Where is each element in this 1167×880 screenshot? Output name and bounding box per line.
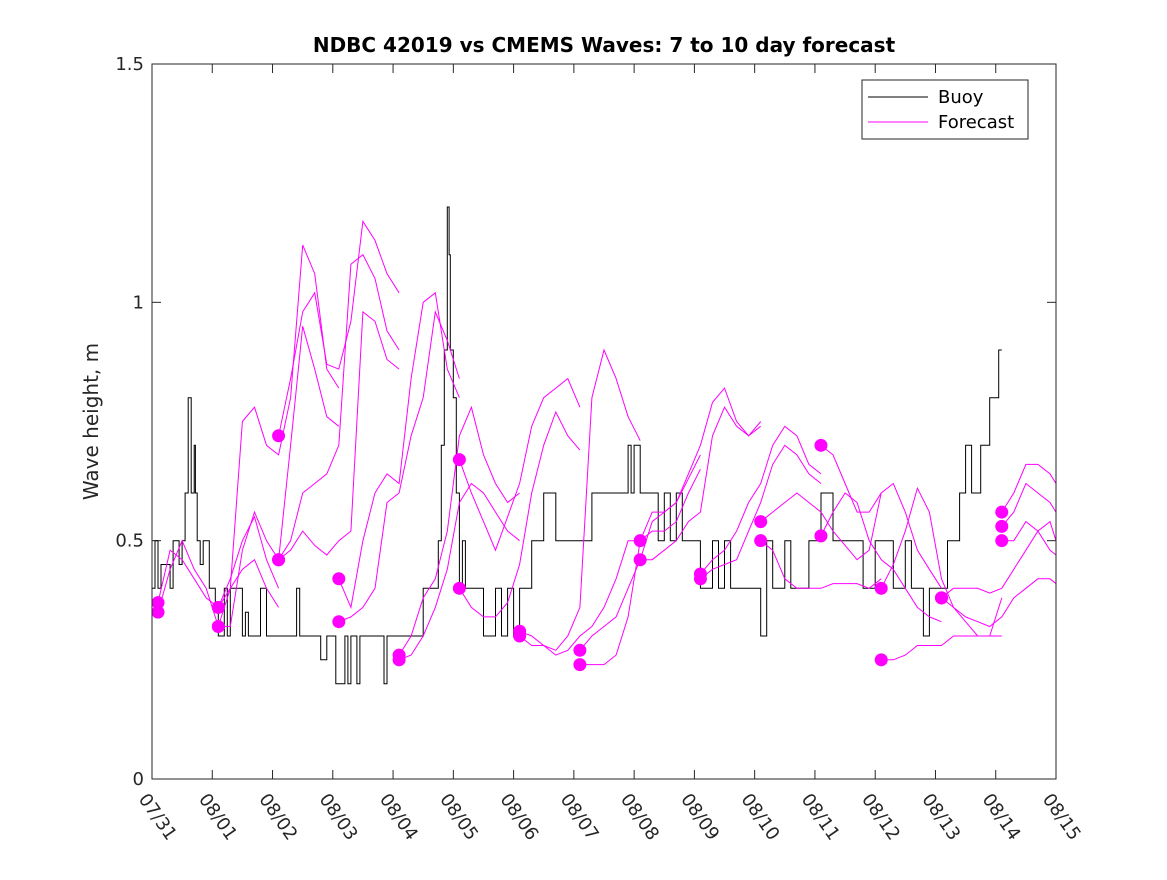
forecast-start-point: [151, 605, 165, 619]
forecast-start-markers: [151, 429, 1009, 672]
forecast-line: [458, 410, 581, 618]
forecast-line: [640, 406, 762, 561]
y-axis-label: Wave height, m: [79, 343, 103, 500]
forecast-start-point: [392, 653, 406, 667]
forecast-start-point: [814, 438, 828, 452]
forecast-start-point: [693, 572, 707, 586]
legend-forecast-label: Forecast: [938, 112, 1014, 133]
forecast-start-point: [272, 429, 286, 443]
forecast-start-point: [513, 629, 527, 643]
forecast-start-point: [633, 534, 647, 548]
forecast-line: [1001, 482, 1056, 527]
forecast-start-point: [211, 619, 225, 633]
forecast-start-point: [754, 515, 768, 529]
forecast-start-point: [995, 505, 1009, 519]
forecast-line: [700, 425, 822, 575]
forecast-line: [941, 578, 1056, 628]
forecast-start-point: [573, 643, 587, 657]
forecast-start-point: [934, 591, 948, 605]
buoy-line: [152, 206, 1002, 685]
forecast-start-point: [332, 572, 346, 586]
chart-title: NDBC 42019 vs CMEMS Waves: 7 to 10 day f…: [313, 33, 896, 57]
forecast-start-point: [874, 653, 888, 667]
forecast-line: [278, 219, 400, 436]
legend-box: [861, 79, 1029, 140]
forecast-line: [338, 310, 460, 623]
forecast-line: [1001, 520, 1056, 556]
forecast-line: [1001, 463, 1056, 513]
forecast-start-point: [452, 581, 466, 595]
y-tick-label: 1.5: [115, 54, 144, 75]
legend-buoy-label: Buoy: [938, 87, 984, 108]
forecast-start-point: [332, 615, 346, 629]
plot-area: [152, 64, 1056, 779]
forecast-start-point: [814, 529, 828, 543]
y-tick-label: 1: [133, 292, 144, 313]
plot-frame: [151, 63, 1057, 780]
forecast-start-point: [874, 581, 888, 595]
forecast-start-point: [995, 519, 1009, 533]
forecast-line: [941, 520, 1056, 599]
y-tick-label: 0.5: [115, 531, 144, 552]
forecast-line: [881, 635, 1002, 661]
forecast-start-point: [995, 534, 1009, 548]
forecast-start-point: [452, 453, 466, 467]
forecast-line: [760, 540, 882, 589]
forecast-line: [519, 348, 641, 651]
forecast-line: [639, 387, 762, 541]
forecast-line: [338, 291, 460, 610]
forecast-start-point: [754, 534, 768, 548]
series-layer: [152, 206, 1056, 685]
forecast-line: [398, 482, 520, 661]
forecast-line: [278, 253, 400, 560]
y-tick-label: 0: [133, 769, 144, 790]
forecast-start-point: [272, 553, 286, 567]
forecast-line: [760, 492, 882, 561]
forecast-line: [519, 540, 641, 656]
forecast-start-point: [211, 600, 225, 614]
forecast-line: [398, 405, 520, 656]
forecast-line: [820, 444, 942, 589]
forecast-start-point: [573, 658, 587, 672]
forecast-line: [820, 492, 942, 623]
forecast-line: [278, 310, 400, 561]
forecast-line: [217, 244, 340, 608]
forecast-line: [700, 444, 822, 580]
forecast-start-point: [633, 553, 647, 567]
legend: Buoy Forecast: [861, 79, 1029, 140]
forecast-line: [458, 377, 581, 552]
forecast-start-point: [151, 596, 165, 610]
